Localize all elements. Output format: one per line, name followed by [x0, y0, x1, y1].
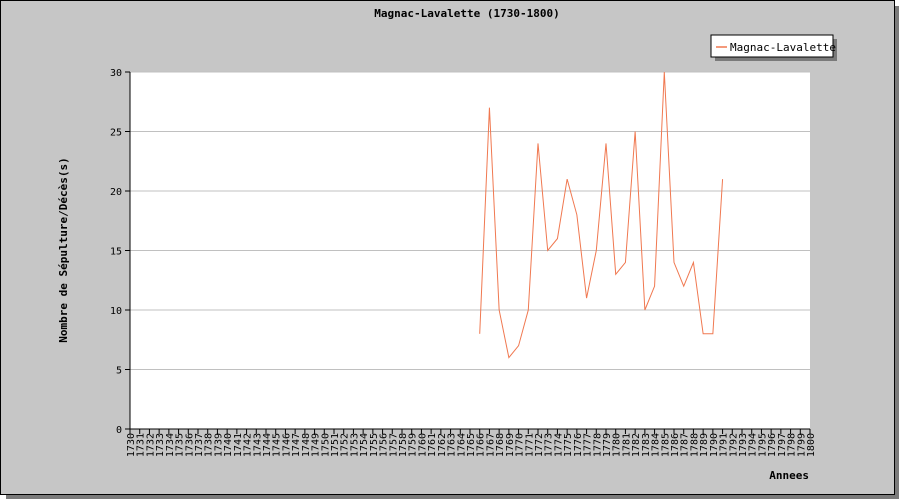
x-tick-label: 1769	[505, 433, 516, 457]
x-tick-label: 1786	[670, 433, 681, 457]
x-tick-label: 1738	[204, 433, 215, 457]
legend-label: Magnac-Lavalette	[730, 41, 836, 54]
x-tick-label: 1734	[165, 433, 176, 457]
x-tick-label: 1797	[777, 433, 788, 457]
x-tick-label: 1761	[427, 433, 438, 457]
y-tick-label: 30	[110, 68, 122, 79]
x-tick-label: 1779	[602, 433, 613, 457]
x-tick-label: 1732	[145, 433, 156, 457]
x-tick-label: 1800	[806, 433, 817, 457]
x-tick-label: 1771	[524, 433, 535, 457]
x-tick-label: 1762	[437, 433, 448, 457]
y-tick-label: 0	[116, 425, 122, 436]
x-tick-label: 1754	[359, 433, 370, 457]
x-tick-label: 1746	[281, 433, 292, 457]
x-tick-label: 1784	[651, 433, 662, 457]
y-tick-label: 10	[110, 306, 122, 317]
x-tick-label: 1740	[223, 433, 234, 457]
x-tick-label: 1777	[583, 433, 594, 457]
x-tick-label: 1799	[796, 433, 807, 457]
x-tick-label: 1765	[466, 433, 477, 457]
x-tick-label: 1743	[252, 433, 263, 457]
x-tick-label: 1741	[233, 433, 244, 457]
x-tick-label: 1757	[388, 433, 399, 457]
x-axis-label: Annees	[769, 469, 809, 482]
x-tick-label: 1760	[417, 433, 428, 457]
x-tick-label: 1744	[262, 433, 273, 457]
x-tick-label: 1795	[757, 433, 768, 457]
x-tick-label: 1773	[544, 433, 555, 457]
y-tick-label: 20	[110, 187, 122, 198]
x-tick-label: 1788	[689, 433, 700, 457]
x-tick-label: 1772	[534, 433, 545, 457]
y-axis: 0 5 10 15 20 25 30	[110, 68, 131, 436]
x-tick-label: 1796	[767, 433, 778, 457]
x-tick-label: 1736	[184, 433, 195, 457]
x-tick-label: 1756	[379, 433, 390, 457]
x-tick-label: 1731	[136, 433, 147, 457]
chart-title: Magnac-Lavalette (1730-1800)	[374, 7, 559, 20]
y-axis-label: Nombre de Sépulture/Décès(s)	[57, 157, 70, 342]
x-tick-label: 1798	[787, 433, 798, 457]
x-tick-label: 1767	[485, 433, 496, 457]
x-tick-label: 1733	[155, 433, 166, 457]
x-tick-label: 1750	[320, 433, 331, 457]
x-tick-label: 1785	[660, 433, 671, 457]
x-tick-label: 1787	[680, 433, 691, 457]
x-tick-label: 1780	[612, 433, 623, 457]
x-tick-label: 1766	[476, 433, 487, 457]
y-tick-label: 25	[110, 128, 122, 139]
x-tick-label: 1775	[563, 433, 574, 457]
x-tick-label: 1735	[175, 433, 186, 457]
series-layer	[479, 71, 724, 359]
y-tick-label: 5	[116, 366, 122, 377]
x-tick-label: 1783	[641, 433, 652, 457]
x-tick-label: 1782	[631, 433, 642, 457]
x-tick-label: 1764	[456, 433, 467, 457]
x-tick-label: 1759	[408, 433, 419, 457]
x-tick-label: 1747	[291, 433, 302, 457]
series-line-magnac-lavalette	[479, 71, 724, 359]
x-tick-label: 1776	[573, 433, 584, 457]
x-tick-label: 1763	[447, 433, 458, 457]
grid-lines	[130, 71, 810, 370]
x-tick-label: 1751	[330, 433, 341, 457]
y-tick-label: 15	[110, 247, 122, 258]
x-tick-label: 1791	[719, 433, 730, 457]
x-tick-label: 1749	[311, 433, 322, 457]
x-tick-label: 1781	[621, 433, 632, 457]
legend-box	[710, 34, 834, 58]
x-tick-label: 1794	[748, 433, 759, 457]
x-tick-label: 1748	[301, 433, 312, 457]
x-tick-label: 1778	[592, 433, 603, 457]
x-tick-label: 1758	[398, 433, 409, 457]
x-tick-label: 1752	[340, 433, 351, 457]
x-tick-label: 1793	[738, 433, 749, 457]
x-tick-label: 1789	[699, 433, 710, 457]
x-tick-label: 1730	[126, 433, 137, 457]
x-axis: 1730173117321733173417351736173717381739…	[126, 428, 817, 457]
legend: Magnac-Lavalette	[710, 34, 837, 61]
x-tick-label: 1739	[213, 433, 224, 457]
x-tick-label: 1753	[349, 433, 360, 457]
x-tick-label: 1742	[243, 433, 254, 457]
x-tick-label: 1755	[369, 433, 380, 457]
x-tick-label: 1770	[515, 433, 526, 457]
x-tick-label: 1737	[194, 433, 205, 457]
x-tick-label: 1774	[553, 433, 564, 457]
x-tick-label: 1790	[709, 433, 720, 457]
x-tick-label: 1745	[272, 433, 283, 457]
x-tick-label: 1768	[495, 433, 506, 457]
x-tick-label: 1792	[728, 433, 739, 457]
